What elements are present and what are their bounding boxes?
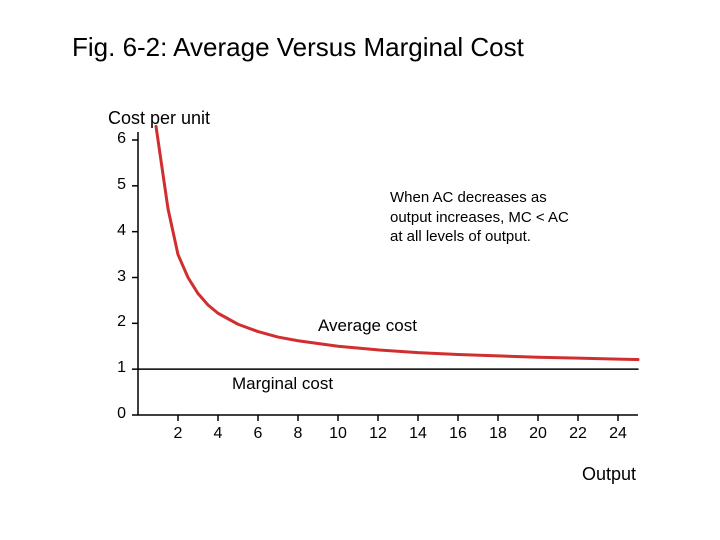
x-tick-label: 10 [326,425,350,443]
y-tick-label: 2 [117,313,126,331]
x-tick-label: 16 [446,425,470,443]
y-tick-label: 3 [117,268,126,286]
chart-plot [0,0,720,540]
x-tick-label: 4 [206,425,230,443]
x-tick-label: 2 [166,425,190,443]
y-tick-label: 1 [117,359,126,377]
x-tick-label: 24 [606,425,630,443]
y-tick-label: 0 [117,405,126,423]
y-tick-label: 6 [117,130,126,148]
x-tick-label: 8 [286,425,310,443]
x-tick-label: 12 [366,425,390,443]
y-tick-label: 4 [117,222,126,240]
y-tick-label: 5 [117,176,126,194]
x-tick-label: 14 [406,425,430,443]
average-cost-line [156,126,638,359]
x-tick-label: 18 [486,425,510,443]
x-tick-label: 20 [526,425,550,443]
x-tick-label: 6 [246,425,270,443]
x-tick-label: 22 [566,425,590,443]
